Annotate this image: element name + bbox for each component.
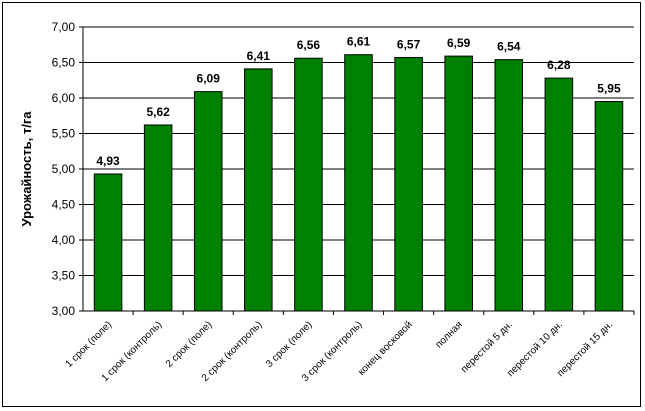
y-axis-title: Урожайность, т/га — [19, 111, 34, 227]
data-label: 6,09 — [197, 72, 221, 86]
data-label: 6,54 — [497, 40, 521, 54]
y-tick-label: 4,50 — [52, 198, 76, 212]
bar — [294, 57, 323, 312]
bar — [344, 54, 373, 312]
y-tick-label: 4,00 — [52, 233, 76, 247]
y-axis-ticks: 3,00 3,50 4,00 4,50 5,00 5,50 6,00 6,50 7,00 — [52, 20, 635, 318]
data-labels: 4,93 5,62 6,09 6,41 6,56 6,61 6,57 6,59 6,54 6,28… — [96, 35, 621, 168]
data-label: 6,57 — [397, 38, 421, 52]
x-category-label: 2 срок (поле) — [164, 319, 215, 370]
data-label: 6,61 — [347, 35, 371, 49]
bar — [193, 91, 223, 312]
y-tick-label: 6,00 — [52, 91, 76, 105]
data-label: 6,56 — [297, 38, 321, 52]
data-label: 5,95 — [597, 82, 621, 96]
y-tick-label: 6,50 — [52, 56, 76, 70]
x-category-label: полная — [434, 319, 465, 350]
chart-frame: 3,00 3,50 4,00 4,50 5,00 5,50 6,00 6,50 7,00 4,9… — [2, 2, 641, 407]
y-tick-label: 3,50 — [52, 269, 76, 283]
x-category-label: 1 срок (поле) — [64, 319, 115, 370]
bar — [594, 101, 624, 312]
bar — [143, 124, 173, 312]
x-axis-category-labels: 1 срок (поле)1 срок (контроль) 2 срок (по… — [64, 319, 615, 384]
y-tick-label: 3,00 — [52, 304, 76, 318]
data-label: 5,62 — [146, 105, 170, 119]
y-tick-label: 7,00 — [52, 20, 76, 34]
bar — [444, 55, 473, 312]
y-tick-label: 5,00 — [52, 162, 76, 176]
y-tick-label: 5,50 — [52, 127, 76, 141]
x-category-label: перестой 15 дн. — [555, 319, 615, 379]
data-label: 6,41 — [247, 49, 271, 63]
data-label: 6,59 — [447, 36, 471, 50]
bars — [93, 54, 624, 312]
bar-chart: 3,00 3,50 4,00 4,50 5,00 5,50 6,00 6,50 7,00 4,9… — [19, 20, 635, 384]
data-label: 6,28 — [547, 58, 571, 72]
bar — [244, 68, 273, 312]
bar — [93, 173, 123, 312]
x-category-label: 3 срок (поле) — [264, 319, 315, 370]
bar — [394, 57, 423, 312]
data-label: 4,93 — [96, 154, 120, 168]
bar — [494, 59, 524, 312]
x-category-label: конец восковой — [356, 319, 415, 378]
bar — [544, 77, 574, 312]
x-category-label: перестой 5 дн. — [459, 319, 515, 375]
